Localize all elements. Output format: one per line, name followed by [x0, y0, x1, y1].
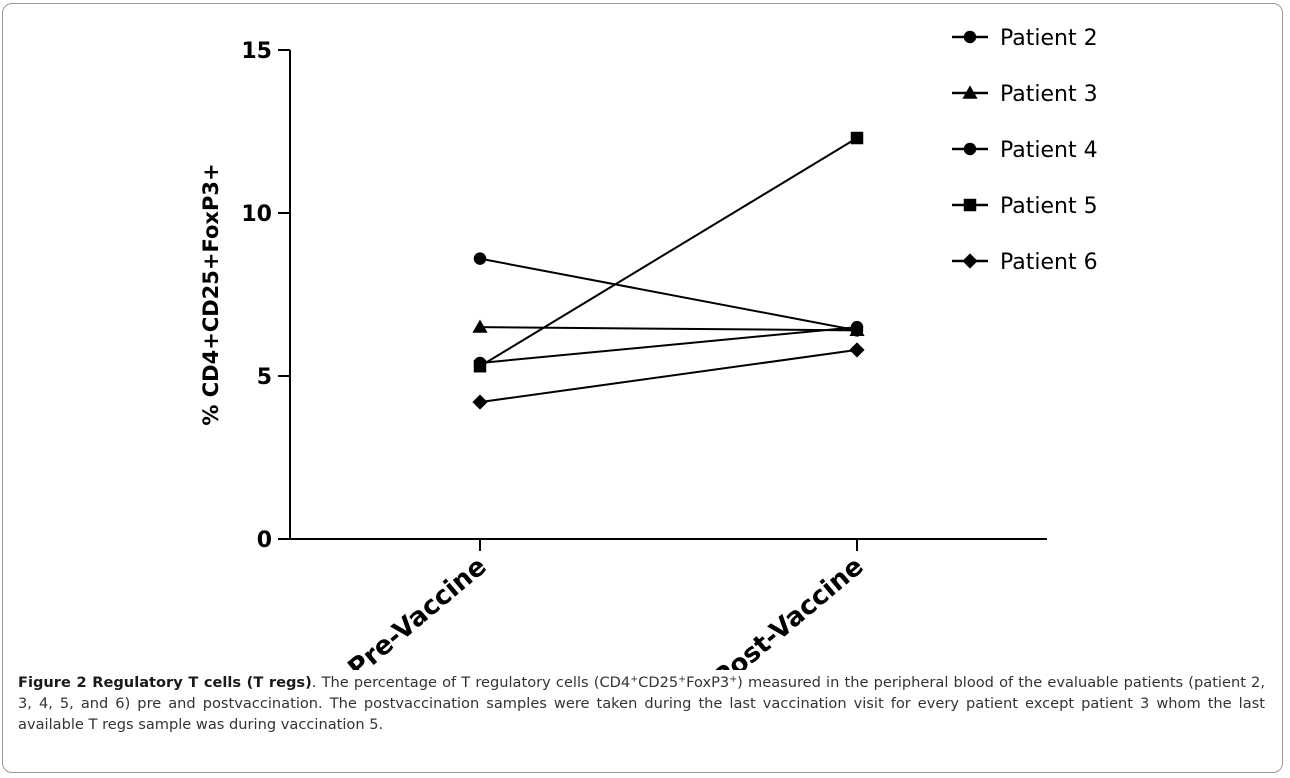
legend-marker [962, 253, 978, 269]
y-tick-label: 5 [257, 365, 272, 390]
legend-label: Patient 5 [1000, 194, 1098, 219]
series-markers [472, 131, 865, 410]
line-chart: 0 5 10 15 Pre-Vaccine Post-Vaccine % CD4+CD25+… [199, 26, 1098, 670]
series-lines [479, 137, 858, 404]
legend-label: Patient 4 [1000, 138, 1098, 163]
legend-marker [963, 30, 977, 44]
data-point [850, 324, 864, 337]
figure-frame [2, 3, 1283, 773]
caption-sup-3: + [729, 674, 738, 685]
x-tick-label: Pre-Vaccine [343, 551, 493, 670]
data-point [473, 252, 487, 265]
legend-label: Patient 3 [1000, 82, 1098, 107]
caption-text-2: ) measured in the peripheral blood of th… [18, 674, 1265, 733]
caption-cd25: CD25 [638, 674, 679, 691]
figure-caption: Figure 2 Regulatory T cells (T regs). Th… [18, 672, 1265, 735]
chart-legend: Patient 2 Patient 3 Patient 4 Patient 5 Pati… [952, 26, 1098, 275]
legend-marker [963, 198, 977, 212]
series-line [479, 137, 858, 368]
y-tick-label: 10 [241, 202, 272, 227]
chart-axes: 0 5 10 15 Pre-Vaccine Post-Vaccine % CD4+CD25+… [199, 39, 1047, 670]
y-tick-label: 0 [257, 528, 272, 553]
data-point [849, 342, 865, 358]
legend-marker [962, 85, 978, 99]
series-line [479, 348, 858, 404]
y-axis-label: % CD4+CD25+FoxP3+ [199, 163, 223, 425]
caption-sup-1: + [630, 674, 639, 685]
legend-label: Patient 6 [1000, 250, 1098, 275]
data-point [473, 359, 487, 373]
series-line [479, 257, 858, 332]
series-line [479, 326, 858, 332]
data-point [472, 394, 488, 410]
caption-label: Figure 2 Regulatory T cells (T regs) [18, 674, 312, 691]
caption-sup-2: + [678, 674, 687, 685]
caption-text-1: . The percentage of T regulatory cells (… [311, 674, 631, 691]
data-point [472, 319, 488, 333]
data-point [850, 131, 864, 145]
x-tick-label: Post-Vaccine [708, 551, 870, 670]
y-tick-label: 15 [241, 39, 272, 64]
legend-label: Patient 2 [1000, 26, 1098, 51]
series-line [479, 326, 858, 364]
caption-foxp3: FoxP3 [686, 674, 730, 691]
legend-marker [963, 142, 977, 156]
